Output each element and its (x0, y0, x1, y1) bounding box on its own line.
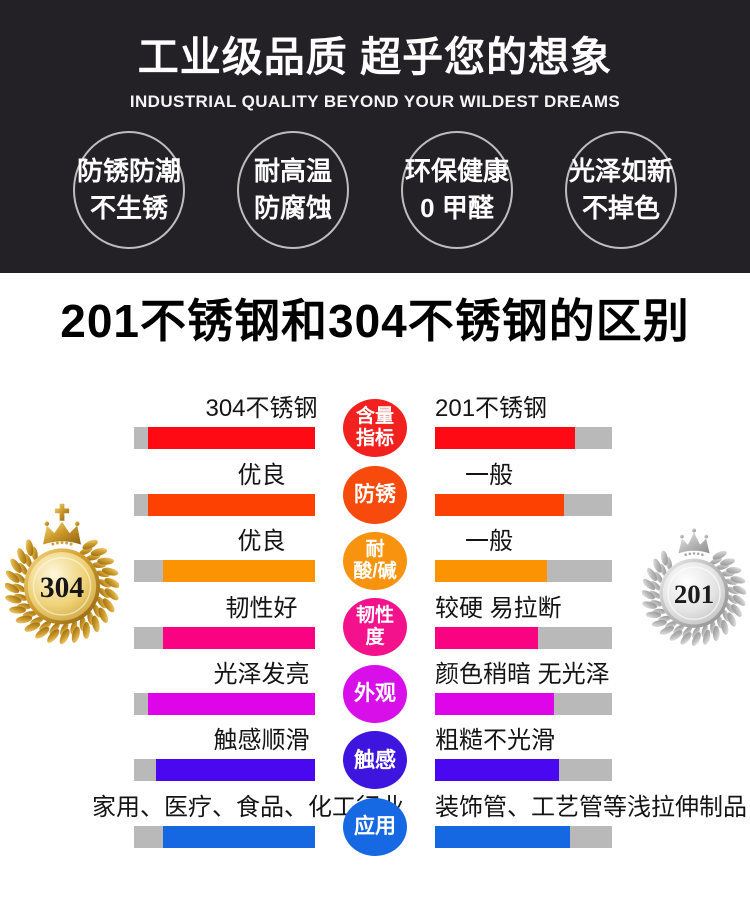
feature-line: 不生锈 (89, 193, 168, 223)
right-bar (435, 759, 612, 782)
cross-icon (54, 503, 70, 521)
gold-medal-304: 304 (5, 503, 119, 645)
metric-circle-content: 含量 指标 (343, 399, 407, 458)
left-value-label: 优良 (237, 528, 286, 556)
comparison-row-content: 304不锈钢 含量 指标 201不锈钢 (0, 390, 750, 458)
metric-circle-touch: 触感 (343, 731, 407, 790)
comparison-row-rustproof: 优良 防锈 一般 (0, 456, 750, 524)
left-value-label: 家用、医疗、食品、化工行业 (92, 793, 404, 821)
feature-line: 防锈防潮 (76, 156, 181, 186)
right-value-label: 粗糙不光滑 (435, 727, 555, 755)
metric-circle-acid-alkali: 耐酸/碱 (343, 531, 407, 590)
banner-title: 工业级品质 超乎您的想象 (137, 34, 613, 80)
comparison-chart: 304 201 304不锈钢 含量 指标 (0, 349, 750, 856)
feature-circle-gloss: 光泽如新 不掉色 (565, 131, 677, 249)
right-bar (435, 493, 612, 516)
right-value-label: 较硬 易拉断 (435, 594, 562, 622)
comparison-row-acid-alkali: 优良 耐酸/碱 一般 (0, 523, 750, 590)
medal-disc (662, 562, 726, 625)
metric-circle-rustproof: 防锈 (343, 465, 407, 524)
comparison-row-toughness: 韧性好 韧性度 较硬 易拉断 (0, 589, 750, 657)
silver-medal-201: 201 (642, 528, 746, 647)
right-value-label: 一般 (465, 528, 513, 556)
feature-line: 0 甲醛 (420, 193, 494, 223)
feature-circle-eco: 环保健康 0 甲醛 (401, 131, 513, 249)
comparison-row-appearance: 光泽发亮 外观 颜色稍暗 无光泽 (0, 656, 750, 723)
metric-circle-appearance: 外观 (343, 664, 407, 723)
left-bar (134, 759, 315, 782)
left-bar (134, 626, 315, 649)
right-bar (435, 692, 612, 715)
right-value-label: 颜色稍暗 无光泽 (435, 660, 610, 688)
right-value-label: 装饰管、工艺管等浅拉伸制品 (435, 793, 747, 821)
feature-line: 耐高温 (253, 156, 332, 186)
medal-grade-label: 304 (40, 572, 84, 604)
section-title: 201不锈钢和304不锈钢的区别 (60, 295, 690, 347)
metric-circle-toughness: 韧性度 (343, 598, 407, 657)
banner: 工业级品质 超乎您的想象 INDUSTRIAL QUALITY BEYOND Y… (0, 0, 750, 273)
crown-icon (43, 521, 81, 545)
feature-line: 光泽如新 (568, 156, 673, 186)
feature-circle-rustproof: 防锈防潮 不生锈 (73, 131, 185, 249)
left-value-label: 韧性好 (225, 594, 298, 622)
medal-disc (27, 552, 97, 621)
feature-circles: 防锈防潮 不生锈 耐高温 防腐蚀 环保健康 0 甲醛 光泽如新 不掉色 (0, 131, 750, 249)
feature-line: 防腐蚀 (253, 193, 332, 223)
comparison-row-application: 家用、医疗、食品、化工行业 应用 装饰管、工艺管等浅拉伸制品 (0, 788, 750, 856)
right-value-label: 201不锈钢 (435, 395, 548, 423)
laurel-wreath-icon (642, 550, 746, 647)
laurel-wreath-icon (5, 539, 119, 645)
metric-circle-application: 应用 (343, 797, 407, 856)
right-bar (435, 825, 612, 848)
right-bar (435, 560, 612, 583)
comparison-rows: 304不锈钢 含量 指标 201不锈钢 优良 防锈 一般 优良 (0, 390, 750, 856)
left-value-label: 304不锈钢 (205, 395, 318, 423)
comparison-row-touch: 触感顺滑 触感 粗糙不光滑 (0, 722, 750, 790)
left-bar (134, 825, 315, 848)
medal-grade-label: 201 (674, 579, 714, 609)
feature-line: 环保健康 (404, 156, 509, 186)
feature-circle-heatproof: 耐高温 防腐蚀 (237, 131, 349, 249)
left-value-label: 优良 (237, 461, 286, 489)
crown-icon (678, 532, 710, 554)
left-bar (134, 493, 315, 516)
left-bar (134, 427, 315, 450)
right-value-label: 一般 (465, 461, 513, 489)
right-bar (435, 626, 612, 649)
left-value-label: 触感顺滑 (213, 727, 310, 755)
right-bar (435, 427, 612, 450)
left-bar (134, 560, 315, 583)
left-value-label: 光泽发亮 (213, 660, 310, 688)
banner-subtitle: INDUSTRIAL QUALITY BEYOND YOUR WILDEST D… (129, 92, 621, 111)
left-bar (134, 692, 315, 715)
feature-line: 不掉色 (581, 193, 660, 223)
